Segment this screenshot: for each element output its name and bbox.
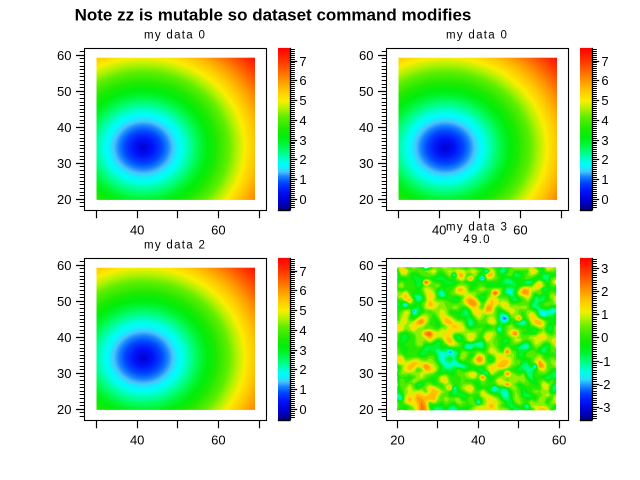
svg-text:2: 2 <box>601 284 608 299</box>
svg-text:0: 0 <box>601 330 608 345</box>
svg-text:40: 40 <box>432 223 446 238</box>
svg-text:60: 60 <box>513 223 527 238</box>
svg-text:20: 20 <box>359 192 373 207</box>
svg-text:3: 3 <box>299 343 306 358</box>
svg-text:7: 7 <box>601 54 608 69</box>
svg-text:40: 40 <box>57 330 71 345</box>
svg-text:4: 4 <box>299 323 306 338</box>
svg-text:-1: -1 <box>599 354 611 369</box>
svg-text:30: 30 <box>57 156 71 171</box>
svg-text:my data 2: my data 2 <box>144 240 206 252</box>
svg-text:50: 50 <box>359 294 373 309</box>
svg-text:30: 30 <box>57 366 71 381</box>
svg-text:5: 5 <box>601 93 608 108</box>
svg-text:60: 60 <box>211 223 225 238</box>
svg-text:40: 40 <box>359 120 373 135</box>
svg-text:7: 7 <box>299 264 306 279</box>
svg-text:1: 1 <box>601 172 608 187</box>
svg-text:50: 50 <box>359 84 373 99</box>
svg-text:20: 20 <box>57 402 71 417</box>
svg-text:7: 7 <box>299 54 306 69</box>
svg-text:60: 60 <box>57 48 71 63</box>
svg-text:Note zz is mutable so dataset: Note zz is mutable so dataset command mo… <box>75 6 472 25</box>
svg-text:3: 3 <box>601 133 608 148</box>
svg-text:20: 20 <box>390 433 404 448</box>
svg-text:my data 0: my data 0 <box>144 30 206 42</box>
svg-text:my data 0: my data 0 <box>446 30 508 42</box>
svg-text:40: 40 <box>130 223 144 238</box>
svg-text:50: 50 <box>57 84 71 99</box>
svg-text:-2: -2 <box>599 377 611 392</box>
svg-text:3: 3 <box>601 261 608 276</box>
svg-text:60: 60 <box>211 433 225 448</box>
svg-text:30: 30 <box>359 156 373 171</box>
svg-text:60: 60 <box>552 433 566 448</box>
svg-text:1: 1 <box>299 172 306 187</box>
svg-text:60: 60 <box>57 258 71 273</box>
svg-text:6: 6 <box>299 73 306 88</box>
svg-text:2: 2 <box>299 362 306 377</box>
svg-text:5: 5 <box>299 303 306 318</box>
svg-text:60: 60 <box>359 258 373 273</box>
svg-text:30: 30 <box>359 366 373 381</box>
svg-text:40: 40 <box>130 433 144 448</box>
svg-text:4: 4 <box>601 113 608 128</box>
svg-text:60: 60 <box>359 48 373 63</box>
svg-text:40: 40 <box>57 120 71 135</box>
svg-text:1: 1 <box>601 307 608 322</box>
svg-text:my data 3: my data 3 <box>446 221 508 233</box>
svg-text:0: 0 <box>299 192 306 207</box>
svg-text:-3: -3 <box>599 400 611 415</box>
svg-text:20: 20 <box>359 402 373 417</box>
svg-text:50: 50 <box>57 294 71 309</box>
svg-text:4: 4 <box>299 113 306 128</box>
svg-text:40: 40 <box>359 330 373 345</box>
svg-text:0: 0 <box>299 402 306 417</box>
svg-text:2: 2 <box>299 152 306 167</box>
svg-text:49.0: 49.0 <box>463 234 491 246</box>
svg-text:20: 20 <box>57 192 71 207</box>
svg-text:0: 0 <box>601 192 608 207</box>
svg-text:1: 1 <box>299 382 306 397</box>
svg-text:6: 6 <box>601 73 608 88</box>
svg-text:5: 5 <box>299 93 306 108</box>
svg-text:40: 40 <box>471 433 485 448</box>
svg-text:2: 2 <box>601 152 608 167</box>
svg-text:6: 6 <box>299 283 306 298</box>
svg-text:3: 3 <box>299 133 306 148</box>
